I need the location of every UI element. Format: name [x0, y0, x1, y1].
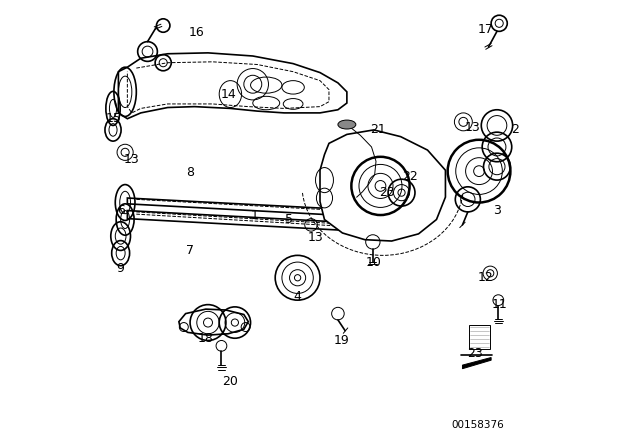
- Text: 7: 7: [186, 244, 194, 258]
- Text: 13: 13: [308, 231, 323, 244]
- Text: 14: 14: [220, 87, 236, 101]
- Text: 20: 20: [223, 375, 238, 388]
- Ellipse shape: [338, 120, 356, 129]
- Polygon shape: [127, 211, 351, 231]
- Text: 23: 23: [467, 347, 483, 361]
- Text: 12: 12: [478, 271, 493, 284]
- Text: 00158376: 00158376: [452, 420, 504, 430]
- Text: 6: 6: [116, 204, 125, 217]
- Text: 19: 19: [333, 334, 349, 347]
- Text: 18: 18: [198, 332, 214, 345]
- Text: 1: 1: [251, 208, 259, 222]
- Polygon shape: [118, 53, 347, 119]
- Text: 17: 17: [478, 22, 493, 36]
- Text: 13: 13: [124, 152, 140, 166]
- Text: 13: 13: [465, 121, 480, 134]
- Polygon shape: [320, 130, 445, 241]
- Bar: [468, 325, 490, 349]
- Text: 10: 10: [366, 255, 381, 269]
- Text: 9: 9: [116, 262, 125, 276]
- Text: 2: 2: [511, 123, 519, 137]
- Text: 23: 23: [380, 186, 395, 199]
- Text: 8: 8: [186, 166, 194, 179]
- Text: 5: 5: [285, 213, 292, 226]
- Text: 16: 16: [189, 26, 205, 39]
- Text: 11: 11: [492, 298, 507, 311]
- Polygon shape: [179, 309, 248, 335]
- Text: 3: 3: [493, 204, 501, 217]
- Text: 4: 4: [294, 290, 301, 303]
- Text: 15: 15: [106, 112, 122, 125]
- Text: 22: 22: [402, 170, 417, 184]
- Text: 21: 21: [371, 123, 386, 137]
- Polygon shape: [127, 198, 351, 216]
- Polygon shape: [463, 358, 491, 369]
